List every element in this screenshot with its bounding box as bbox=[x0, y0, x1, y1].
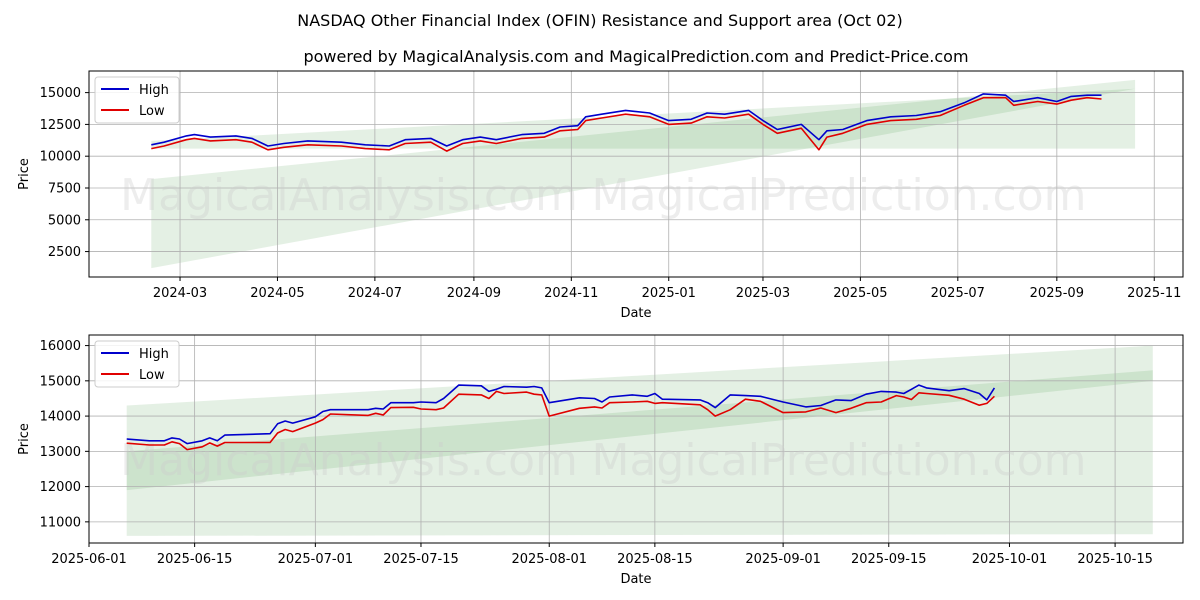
chart-canvas: NASDAQ Other Financial Index (OFIN) Resi… bbox=[0, 0, 1200, 600]
x-tick-label: 2025-08-01 bbox=[511, 552, 587, 567]
x-tick-label: 2025-08-15 bbox=[617, 552, 693, 567]
y-tick-label: 5000 bbox=[48, 213, 81, 228]
x-tick-label: 2024-07 bbox=[348, 286, 402, 301]
y-tick-label: 15000 bbox=[40, 86, 81, 101]
y-axis-label: Price bbox=[17, 423, 32, 455]
x-tick-label: 2024-03 bbox=[153, 286, 207, 301]
x-tick-label: 2025-11 bbox=[1127, 286, 1181, 301]
x-tick-label: 2025-09-15 bbox=[851, 552, 927, 567]
watermark-analysis: MagicalAnalysis.com bbox=[120, 170, 578, 221]
x-tick-label: 2025-07 bbox=[931, 286, 985, 301]
y-tick-label: 10000 bbox=[40, 150, 81, 165]
x-tick-label: 2025-09-01 bbox=[745, 552, 821, 567]
x-tick-label: 2025-09 bbox=[1030, 286, 1084, 301]
legend-label-low: Low bbox=[139, 368, 165, 383]
legend-label-high: High bbox=[139, 347, 169, 362]
x-tick-label: 2025-03 bbox=[736, 286, 790, 301]
top-panel: MagicalAnalysis.com MagicalPrediction.com… bbox=[17, 71, 1183, 321]
x-axis-label: Date bbox=[620, 572, 651, 587]
y-tick-label: 2500 bbox=[48, 245, 81, 260]
y-tick-label: 14000 bbox=[40, 410, 81, 425]
chart-title: NASDAQ Other Financial Index (OFIN) Resi… bbox=[297, 11, 903, 30]
x-tick-label: 2025-06-01 bbox=[51, 552, 127, 567]
x-tick-label: 2025-07-15 bbox=[383, 552, 459, 567]
x-axis-label: Date bbox=[620, 306, 651, 321]
x-tick-label: 2025-05 bbox=[833, 286, 887, 301]
x-tick-label: 2025-06-15 bbox=[157, 552, 233, 567]
y-axis-label: Price bbox=[17, 158, 32, 190]
y-tick-label: 13000 bbox=[40, 445, 81, 460]
x-tick-label: 2025-10-01 bbox=[972, 552, 1048, 567]
y-tick-label: 11000 bbox=[40, 515, 81, 530]
y-tick-label: 7500 bbox=[48, 181, 81, 196]
legend: High Low bbox=[95, 341, 179, 387]
chart-subtitle: powered by MagicalAnalysis.com and Magic… bbox=[303, 47, 968, 66]
x-tick-label: 2025-01 bbox=[642, 286, 696, 301]
x-tick-label: 2024-09 bbox=[447, 286, 501, 301]
legend: High Low bbox=[95, 77, 179, 123]
x-tick-label: 2024-11 bbox=[544, 286, 598, 301]
watermark-prediction: MagicalPrediction.com bbox=[592, 170, 1087, 221]
x-tick-label: 2025-07-01 bbox=[278, 552, 354, 567]
bottom-panel: MagicalAnalysis.com MagicalPrediction.com… bbox=[17, 335, 1183, 587]
watermark-prediction: MagicalPrediction.com bbox=[592, 435, 1087, 486]
x-tick-label: 2024-05 bbox=[250, 286, 304, 301]
legend-label-high: High bbox=[139, 83, 169, 98]
legend-label-low: Low bbox=[139, 104, 165, 119]
y-tick-label: 12500 bbox=[40, 118, 81, 133]
x-tick-label: 2025-10-15 bbox=[1077, 552, 1153, 567]
y-tick-label: 12000 bbox=[40, 480, 81, 495]
y-tick-label: 15000 bbox=[40, 374, 81, 389]
y-tick-label: 16000 bbox=[40, 339, 81, 354]
